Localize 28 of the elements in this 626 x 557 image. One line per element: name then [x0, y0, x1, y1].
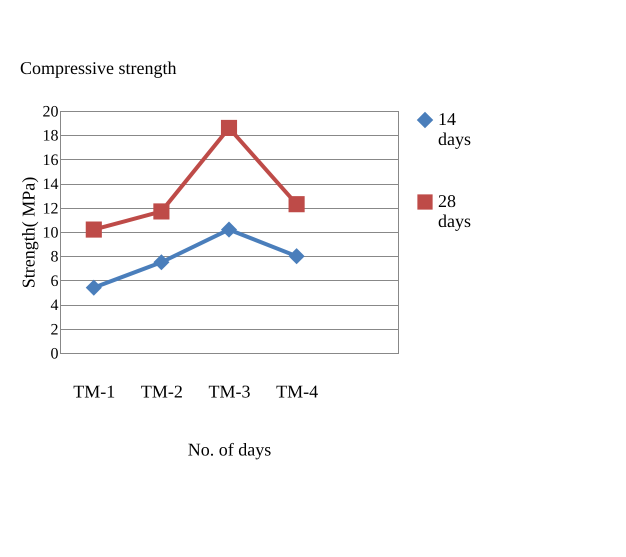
- point: [86, 280, 102, 296]
- y-tick-label: 2: [50, 321, 58, 338]
- point: [220, 120, 238, 136]
- y-tick-label: 0: [50, 346, 58, 362]
- y-tick-label: 6: [50, 272, 58, 290]
- point: [153, 203, 170, 220]
- point: [288, 196, 305, 212]
- x-tick-label: TM-3: [208, 382, 250, 402]
- point: [220, 222, 238, 238]
- x-tick-label: TM-4: [276, 382, 318, 402]
- y-tick-label: 20: [42, 104, 58, 120]
- y-tick-label: 4: [50, 297, 58, 314]
- x-axis-title: No. of days: [188, 440, 272, 460]
- chart-title: Compressive strength: [20, 58, 176, 78]
- y-tick-label: 10: [42, 224, 58, 242]
- y-tick-label: 14: [42, 176, 58, 194]
- x-tick-label: TM-2: [140, 382, 183, 402]
- y-tick-label: 18: [42, 128, 58, 145]
- legend-label: 14 days: [438, 109, 471, 149]
- y-tick-label: 12: [42, 200, 58, 218]
- legend-label: 28 days: [438, 191, 471, 231]
- y-axis-title: Strength( MPa): [18, 176, 38, 288]
- y-tick-label: 8: [50, 248, 58, 266]
- point: [86, 222, 102, 238]
- y-tick-label: 16: [42, 152, 58, 169]
- point: [153, 254, 170, 270]
- x-tick-label: TM-1: [73, 382, 116, 402]
- point: [288, 248, 305, 264]
